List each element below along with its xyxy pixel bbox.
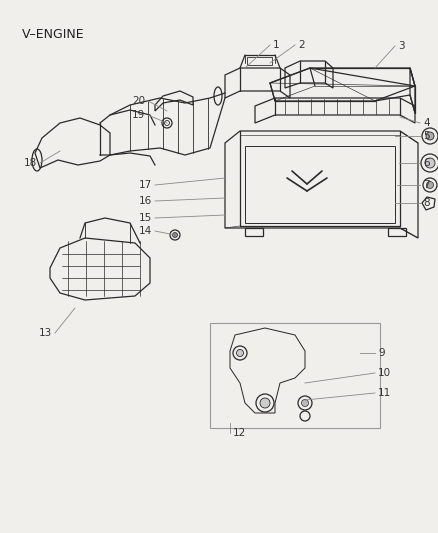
Text: 12: 12 — [233, 428, 246, 438]
Text: 10: 10 — [378, 368, 391, 378]
Text: 20: 20 — [132, 96, 145, 106]
Circle shape — [427, 182, 434, 189]
Text: 4: 4 — [423, 118, 430, 128]
Text: 15: 15 — [139, 213, 152, 223]
Bar — [247, 57, 272, 65]
Text: 16: 16 — [139, 196, 152, 206]
Text: 9: 9 — [378, 348, 385, 358]
Text: 2: 2 — [298, 40, 304, 50]
Bar — [245, 146, 395, 223]
Circle shape — [237, 350, 244, 357]
Circle shape — [425, 158, 435, 168]
Text: 19: 19 — [132, 110, 145, 120]
Text: 8: 8 — [423, 198, 430, 208]
Text: 5: 5 — [423, 131, 430, 141]
Text: 3: 3 — [398, 41, 405, 51]
Text: 17: 17 — [139, 180, 152, 190]
Text: 6: 6 — [423, 158, 430, 168]
Text: V–ENGINE: V–ENGINE — [22, 28, 85, 41]
Circle shape — [301, 400, 308, 407]
Circle shape — [173, 232, 177, 238]
Circle shape — [426, 132, 434, 140]
Text: 11: 11 — [378, 388, 391, 398]
Text: 18: 18 — [24, 158, 37, 168]
Text: 14: 14 — [139, 226, 152, 236]
Bar — [210, 323, 380, 428]
Text: 7: 7 — [423, 180, 430, 190]
Circle shape — [260, 398, 270, 408]
Text: 1: 1 — [273, 40, 279, 50]
Text: 13: 13 — [39, 328, 52, 338]
